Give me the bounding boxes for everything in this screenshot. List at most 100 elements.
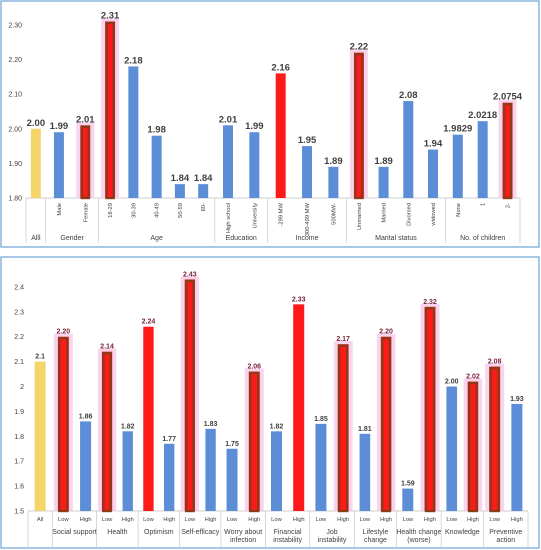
- chart-psychosocial-factors: 1.5 1.6 1.7 1.8 1.9 2 2.1 2.2 2.3 2.4 2.1 All 2.20 Lo…: [14, 271, 529, 547]
- category-label: Low: [143, 517, 154, 523]
- bar: [53, 132, 64, 198]
- category-label: High: [293, 517, 305, 523]
- data-label: 2.16: [271, 62, 290, 73]
- data-label: 1.94: [424, 139, 443, 150]
- bar: [302, 146, 313, 198]
- category-label: Low: [489, 517, 500, 523]
- data-label: 1.89: [324, 156, 343, 167]
- group-label-line2: action: [496, 537, 515, 544]
- category-label: High: [122, 517, 134, 523]
- data-label: 2.20: [57, 329, 71, 336]
- bar: [359, 433, 371, 511]
- bar-highlight-outline: [105, 21, 115, 200]
- bar-highlight-outline: [249, 371, 260, 513]
- bar: [337, 344, 349, 511]
- category-label: University: [252, 203, 258, 229]
- group-label: Self-efficacy: [181, 529, 219, 536]
- data-label: 2.06: [247, 364, 261, 371]
- data-label: 2.0218: [468, 110, 497, 121]
- data-label: 1.86: [79, 413, 93, 420]
- y-tick-label: 2.4: [14, 284, 24, 291]
- group-label-line2: instability: [273, 537, 302, 544]
- group-label: Preventive: [489, 529, 522, 536]
- bar-highlight-outline: [102, 351, 112, 513]
- bar-highlight-outline: [381, 337, 392, 513]
- category-label: 1: [481, 203, 487, 206]
- category-label: 60-: [201, 203, 207, 211]
- bar: [80, 125, 91, 198]
- data-label: 2.00: [445, 379, 459, 386]
- bar: [30, 128, 41, 198]
- bar-highlight-outline: [58, 337, 69, 513]
- data-label: 1.59: [401, 481, 415, 488]
- category-label: Male: [57, 203, 63, 216]
- bar-highlight-outline: [502, 102, 513, 200]
- bar: [222, 125, 233, 198]
- category-label: High: [248, 517, 260, 523]
- bar: [511, 403, 523, 511]
- category-label: 18-29: [108, 203, 114, 218]
- bar: [293, 304, 305, 511]
- bar: [467, 381, 479, 511]
- data-label: 1.9829: [443, 124, 472, 135]
- category-label: widowed: [431, 203, 437, 227]
- data-label: 2.22: [350, 42, 369, 53]
- y-tick-label: 1.6: [14, 484, 24, 491]
- bar: [378, 166, 389, 198]
- bar: [57, 336, 69, 511]
- data-label: 2.32: [423, 299, 437, 306]
- y-tick-label: 1.9: [14, 409, 24, 416]
- category-label: High: [511, 517, 523, 523]
- data-label: 2.01: [219, 114, 238, 125]
- data-label: 1.81: [358, 426, 372, 433]
- y-tick-label: 2.20: [8, 57, 22, 64]
- bar-highlight-outline: [80, 125, 90, 200]
- y-tick-label: 2.1: [14, 359, 24, 366]
- bar: [452, 134, 463, 198]
- category-label: High: [337, 517, 349, 523]
- data-label: 2.02: [466, 374, 480, 381]
- group-label: Age: [150, 235, 163, 242]
- y-tick-label: 1.90: [8, 161, 22, 168]
- bar: [80, 421, 92, 511]
- data-label: 1.99: [245, 121, 264, 132]
- group-label: Knowledge: [445, 529, 480, 536]
- bar: [328, 166, 339, 198]
- bar-highlight-outline: [337, 344, 349, 513]
- group-label-line2: change: [364, 537, 387, 544]
- category-label: -299 MW: [279, 202, 285, 226]
- data-label: 2.14: [100, 344, 114, 351]
- group-label: Alll: [31, 235, 41, 242]
- category-label: Low: [402, 517, 413, 523]
- group-label: Worry about: [224, 529, 262, 536]
- data-label: 1.93: [510, 396, 524, 403]
- bar: [143, 326, 154, 511]
- data-label: 1.83: [204, 421, 218, 428]
- group-label: Health change: [396, 529, 441, 536]
- category-label: Unmarried: [357, 203, 363, 230]
- bar: [122, 431, 133, 511]
- y-tick-label: 2.30: [8, 22, 22, 29]
- bar-highlight-outline: [354, 52, 364, 200]
- group-label: Income: [296, 235, 319, 242]
- category-label: None: [456, 203, 462, 217]
- y-tick-label: 1.8: [14, 434, 24, 441]
- category-label: 500MW-: [331, 203, 337, 225]
- bar-highlight-outline: [467, 381, 478, 513]
- group-label-line2: infection: [230, 537, 256, 544]
- category-label: Low: [185, 517, 196, 523]
- y-tick-label: 1.7: [14, 459, 24, 466]
- y-tick-label: 2.00: [8, 126, 22, 133]
- bar-highlight-outline: [184, 279, 195, 513]
- bar: [403, 101, 414, 198]
- y-tick-label: 2: [20, 384, 24, 391]
- group-label: Health: [107, 529, 127, 536]
- group-label: Financial: [274, 529, 302, 536]
- data-label: 1.99: [50, 121, 69, 132]
- data-label: 1.82: [121, 423, 135, 430]
- bar: [128, 66, 139, 198]
- bar: [270, 431, 282, 511]
- category-label: Divorsed: [406, 203, 412, 226]
- category-label: High: [467, 517, 479, 523]
